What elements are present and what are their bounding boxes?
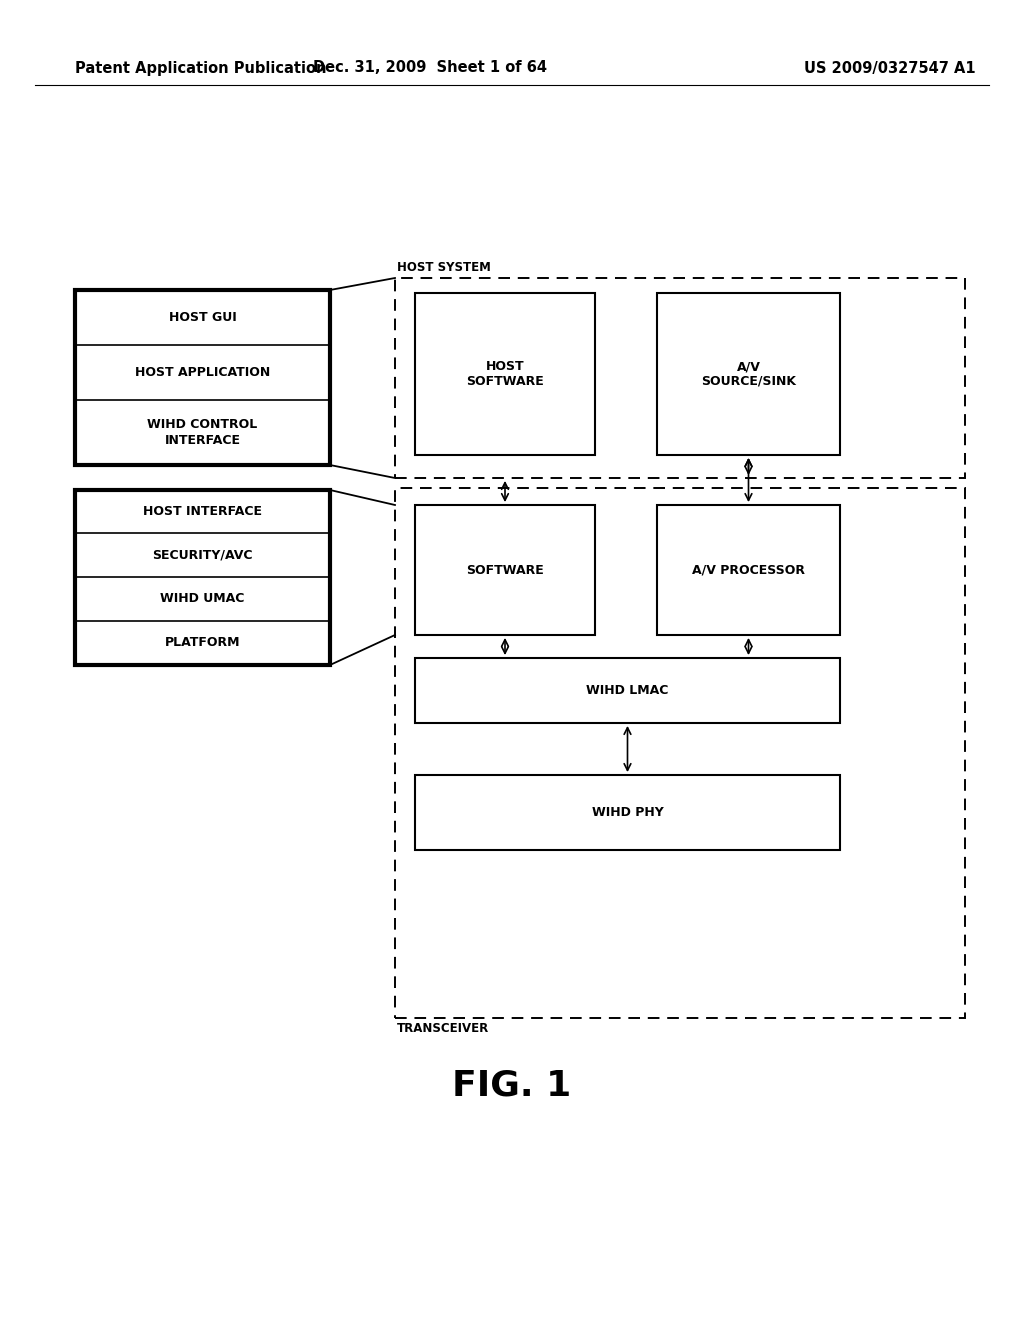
Text: HOST
SOFTWARE: HOST SOFTWARE xyxy=(466,360,544,388)
Text: HOST APPLICATION: HOST APPLICATION xyxy=(135,366,270,379)
Text: HOST SYSTEM: HOST SYSTEM xyxy=(397,261,490,275)
Text: TRANSCEIVER: TRANSCEIVER xyxy=(397,1022,489,1035)
Text: HOST INTERFACE: HOST INTERFACE xyxy=(143,506,262,517)
Text: A/V
SOURCE/SINK: A/V SOURCE/SINK xyxy=(701,360,796,388)
Text: Dec. 31, 2009  Sheet 1 of 64: Dec. 31, 2009 Sheet 1 of 64 xyxy=(313,61,547,75)
Bar xyxy=(75,490,330,665)
Text: US 2009/0327547 A1: US 2009/0327547 A1 xyxy=(804,61,976,75)
Bar xyxy=(415,293,595,455)
Bar xyxy=(415,657,840,723)
Text: WIHD UMAC: WIHD UMAC xyxy=(161,593,245,606)
Text: WIHD PHY: WIHD PHY xyxy=(592,807,664,818)
Bar xyxy=(395,279,965,478)
Bar xyxy=(395,488,965,1018)
Bar xyxy=(415,506,595,635)
Text: Patent Application Publication: Patent Application Publication xyxy=(75,61,327,75)
Text: FIG. 1: FIG. 1 xyxy=(453,1068,571,1102)
Text: PLATFORM: PLATFORM xyxy=(165,636,241,649)
Text: SECURITY/AVC: SECURITY/AVC xyxy=(153,549,253,561)
Text: WIHD CONTROL
INTERFACE: WIHD CONTROL INTERFACE xyxy=(147,418,258,446)
Bar xyxy=(75,290,330,465)
Text: HOST GUI: HOST GUI xyxy=(169,312,237,323)
Bar xyxy=(415,775,840,850)
Text: WIHD LMAC: WIHD LMAC xyxy=(587,684,669,697)
Text: A/V PROCESSOR: A/V PROCESSOR xyxy=(692,564,805,577)
Text: SOFTWARE: SOFTWARE xyxy=(466,564,544,577)
Bar xyxy=(657,293,840,455)
Bar xyxy=(657,506,840,635)
